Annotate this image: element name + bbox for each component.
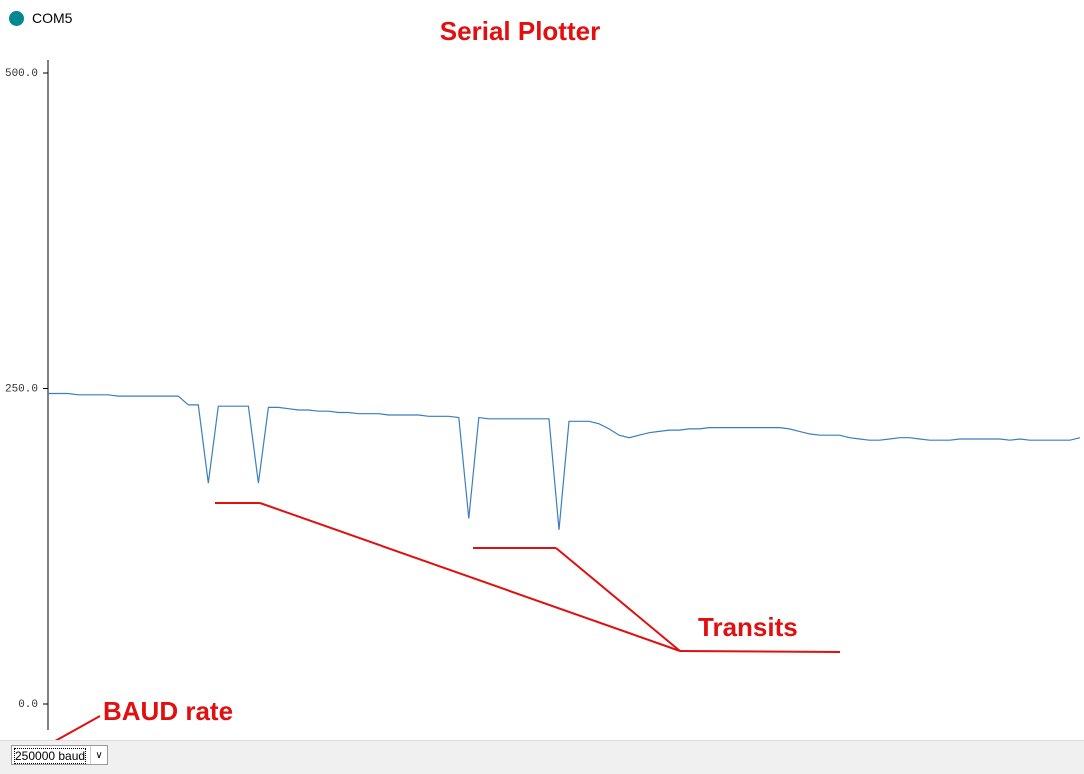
baud-label: 250000 baud <box>14 748 87 764</box>
y-tick-label: 500.0 <box>5 68 38 80</box>
chart-title: Serial Plotter <box>440 16 600 46</box>
data-line <box>48 392 1081 530</box>
y-tick-label: 0.0 <box>18 699 38 711</box>
dropdown-arrow: ∨ <box>90 746 107 764</box>
bottom-bar: 250000 baud ∨ <box>0 740 1084 774</box>
plot: Serial Plotter Transits BAUD rate 0.0 250… <box>5 16 1081 740</box>
annotation-lines <box>54 502 841 740</box>
window-title: COM5 <box>32 10 73 26</box>
annotation: Transits <box>698 612 798 642</box>
app-icon <box>9 11 24 26</box>
baud-dropdown[interactable]: 250000 baud ∨ <box>11 745 108 765</box>
y-tick-label: 250.0 <box>5 383 38 395</box>
annotation: BAUD rate <box>103 696 233 726</box>
